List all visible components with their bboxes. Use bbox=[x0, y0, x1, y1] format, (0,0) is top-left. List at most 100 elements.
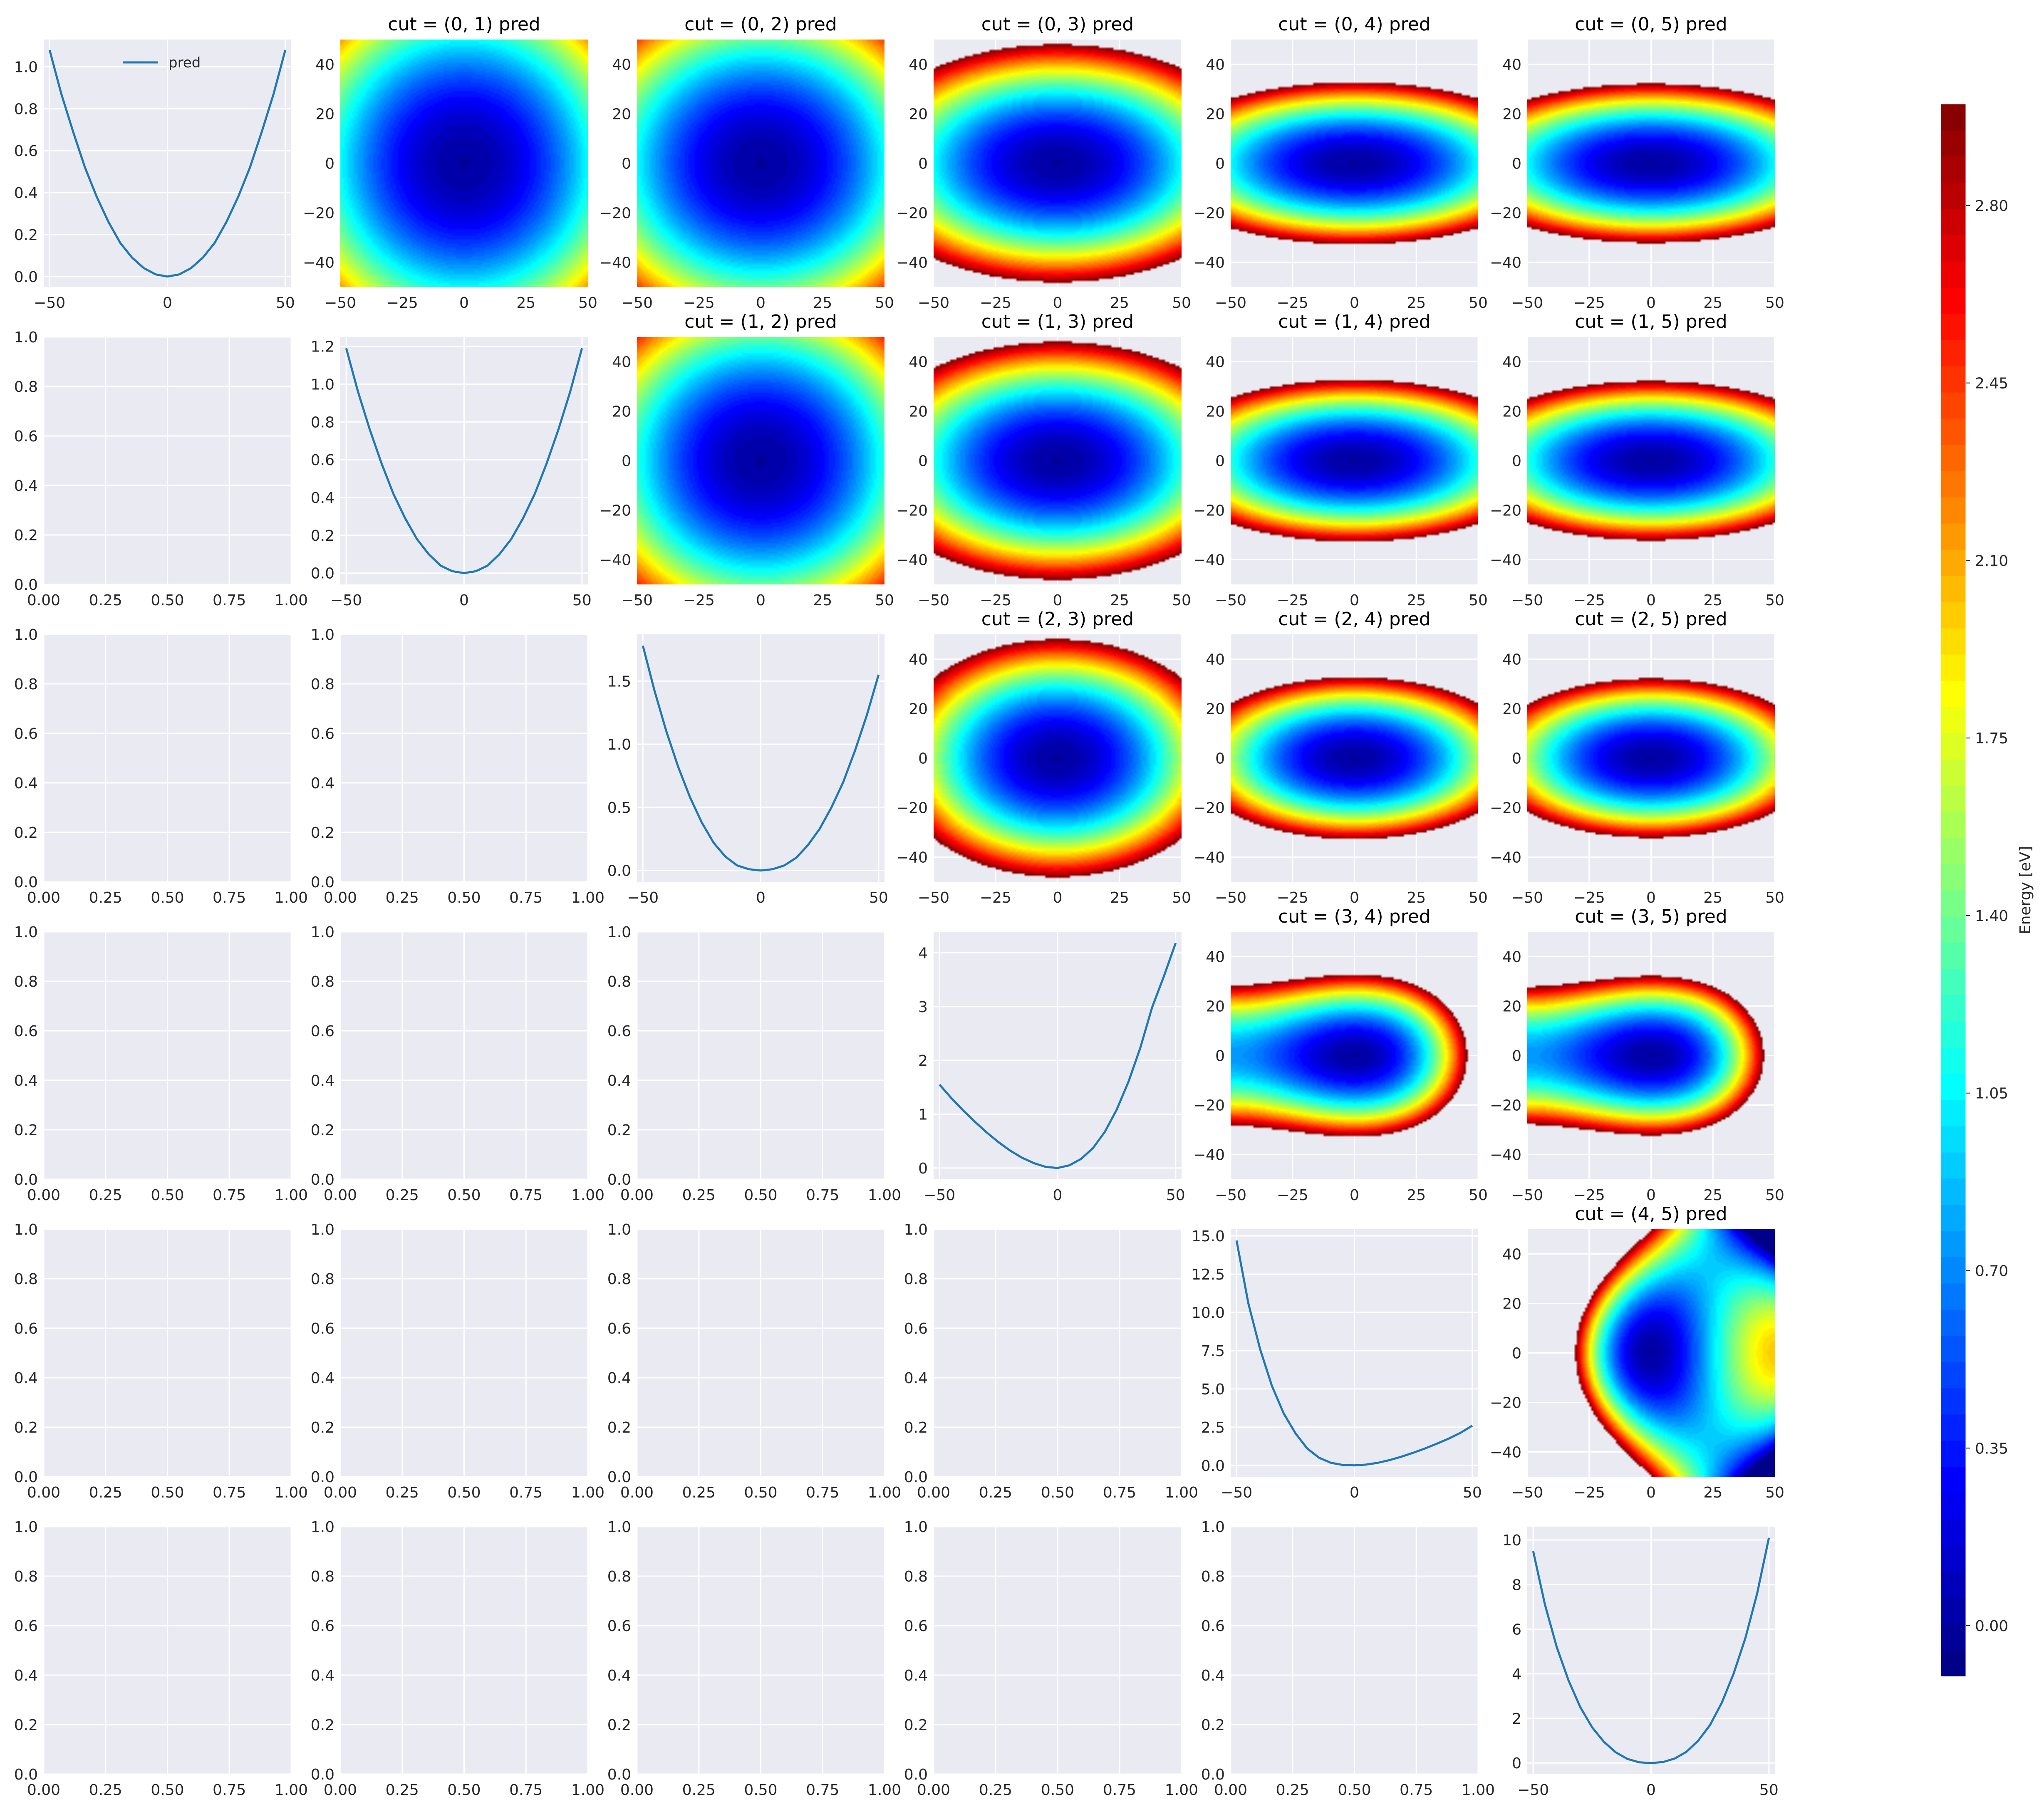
x-tick-label: −50 bbox=[621, 295, 653, 312]
subplot-title: cut = (2, 4) pred bbox=[1278, 609, 1431, 630]
subplot-title: cut = (0, 2) pred bbox=[684, 14, 837, 35]
x-tick-label: 50 bbox=[276, 295, 295, 312]
x-tick-label: −25 bbox=[683, 295, 715, 312]
tick-labels: −50 0 50 0.0 2.5 5.0 7.5 10.0 12.5 15.0 bbox=[1192, 1228, 1482, 1501]
colorbar-band bbox=[1941, 1126, 1966, 1153]
y-tick-label: 40 bbox=[1206, 57, 1225, 74]
y-tick-label: −20 bbox=[1490, 205, 1521, 222]
subplot-grid: pred−50 0 500.00.20.40.60.81.0−50 −25 0 25 50−… bbox=[14, 14, 1784, 1799]
grid-lines bbox=[339, 1228, 589, 1478]
y-tick-label: 0.4 bbox=[607, 1667, 631, 1684]
subplot-3-4: −50 −25 0 25 50 −40 −20 0 20 40 cut = (3, 4) pred bbox=[1193, 906, 1488, 1204]
x-tick-label: 0.50 bbox=[447, 889, 481, 906]
grid-lines bbox=[44, 40, 291, 287]
colorbar-band bbox=[1941, 183, 1966, 209]
subplot-2-1: 0.00 0.25 0.50 0.75 1.00 0.0 0.2 0.4 0.6 0.8 1.0 bbox=[311, 626, 605, 906]
subplot-title: cut = (2, 3) pred bbox=[981, 609, 1134, 630]
x-tick-label: 25 bbox=[1110, 889, 1129, 906]
series-line bbox=[1235, 1240, 1473, 1467]
colorbar-tick-label: 2.80 bbox=[1975, 198, 2008, 215]
colorbar-band bbox=[1941, 916, 1966, 943]
colorbar-tick-label: 1.75 bbox=[1975, 730, 2008, 747]
x-tick-label: 50 bbox=[875, 592, 894, 609]
x-tick-label: 50 bbox=[1765, 1187, 1784, 1204]
subplot-title: cut = (0, 1) pred bbox=[388, 14, 540, 35]
colorbar-band bbox=[1941, 523, 1966, 550]
y-tick-label: −40 bbox=[600, 255, 631, 272]
tick-labels: 0.00 0.25 0.50 0.75 1.00 0.0 0.2 0.4 0.6 0.8 1.0 bbox=[311, 626, 605, 906]
tick-labels: 0.00 0.25 0.50 0.75 1.00 0.0 0.2 0.4 0.6 0.8 1.0 bbox=[607, 1519, 901, 1799]
y-tick-label: 0.0 bbox=[1201, 1458, 1225, 1475]
y-tick-label: 0.2 bbox=[14, 824, 38, 842]
y-tick-label: 0.6 bbox=[14, 1618, 38, 1635]
tick-labels: −50 −25 0 25 50 −40 −20 0 20 40 bbox=[1490, 1246, 1784, 1502]
y-tick-label: 40 bbox=[909, 651, 928, 668]
x-tick-label: −25 bbox=[683, 592, 715, 609]
y-tick-label: 0.4 bbox=[14, 775, 38, 792]
x-tick-label: −50 bbox=[1517, 1782, 1549, 1799]
y-tick-label: 0.6 bbox=[14, 1023, 38, 1040]
y-tick-label: 0.0 bbox=[311, 1469, 334, 1486]
x-tick-label: 25 bbox=[813, 295, 832, 312]
subplot-2-2: −50 0 50 0.0 0.5 1.0 1.5 bbox=[607, 634, 888, 906]
y-tick-label: 0.0 bbox=[607, 1469, 631, 1486]
y-tick-label: 0.0 bbox=[1201, 1766, 1225, 1783]
y-tick-label: 0.6 bbox=[311, 452, 334, 469]
grid-lines bbox=[637, 634, 884, 882]
x-tick-label: −25 bbox=[387, 295, 418, 312]
y-tick-label: −40 bbox=[303, 255, 334, 272]
y-tick-label: 1.0 bbox=[14, 59, 38, 76]
y-tick-label: 0.4 bbox=[14, 1667, 38, 1684]
x-tick-label: 0 bbox=[756, 295, 766, 312]
x-tick-label: 1.00 bbox=[571, 1484, 605, 1501]
x-tick-label: 0 bbox=[1646, 1782, 1656, 1799]
subplot-1-2: −50 −25 0 25 50 −40 −20 0 20 40 cut = (1, 2) pred bbox=[600, 311, 894, 609]
y-tick-label: 0.4 bbox=[607, 1072, 631, 1089]
colorbar-band bbox=[1941, 287, 1966, 314]
y-tick-label: 0.0 bbox=[904, 1469, 928, 1486]
y-tick-label: 1.0 bbox=[14, 329, 38, 346]
series-line bbox=[642, 645, 880, 872]
y-tick-label: 0.0 bbox=[311, 1766, 334, 1783]
tick-labels: 0.00 0.25 0.50 0.75 1.00 0.0 0.2 0.4 0.6 0.8 1.0 bbox=[1201, 1519, 1495, 1799]
x-tick-label: −50 bbox=[924, 1187, 955, 1204]
colorbar-band bbox=[1941, 628, 1966, 655]
y-tick-label: 0.0 bbox=[14, 577, 38, 594]
colorbar-band bbox=[1941, 314, 1966, 340]
x-tick-label: −25 bbox=[1573, 1187, 1605, 1204]
tick-labels: 0.00 0.25 0.50 0.75 1.00 0.0 0.2 0.4 0.6 0.8 1.0 bbox=[311, 1221, 605, 1501]
y-tick-label: 0.8 bbox=[607, 973, 631, 990]
subplot-2-0: 0.00 0.25 0.50 0.75 1.00 0.0 0.2 0.4 0.6 0.8 1.0 bbox=[14, 626, 308, 906]
y-tick-label: 0.6 bbox=[14, 428, 38, 445]
subplot-title: cut = (1, 2) pred bbox=[684, 311, 837, 332]
x-tick-label: 1.00 bbox=[275, 889, 308, 906]
y-tick-label: 4 bbox=[1512, 1666, 1521, 1683]
subplot-5-3: 0.00 0.25 0.50 0.75 1.00 0.0 0.2 0.4 0.6 0.8 1.0 bbox=[904, 1519, 1198, 1799]
y-tick-label: 0.6 bbox=[1201, 1618, 1225, 1635]
subplot-title: cut = (1, 3) pred bbox=[981, 311, 1134, 332]
y-tick-label: 20 bbox=[1502, 403, 1521, 421]
y-tick-label: 12.5 bbox=[1192, 1266, 1225, 1283]
subplot-2-5: −50 −25 0 25 50 −40 −20 0 20 40 cut = (2, 5) pred bbox=[1490, 609, 1784, 906]
y-tick-label: 0.2 bbox=[607, 1122, 631, 1139]
y-tick-label: 0.6 bbox=[311, 1618, 334, 1635]
x-tick-label: 0.25 bbox=[89, 889, 122, 906]
y-tick-label: 0 bbox=[1512, 156, 1521, 173]
y-tick-label: −20 bbox=[1193, 800, 1225, 817]
x-tick-label: 0.75 bbox=[509, 1782, 543, 1799]
x-tick-label: 0.75 bbox=[509, 1484, 543, 1501]
colorbar-band bbox=[1941, 1598, 1966, 1624]
grid-lines bbox=[1231, 1229, 1478, 1477]
x-tick-label: 0.75 bbox=[213, 1187, 246, 1204]
x-tick-label: 0.50 bbox=[1041, 1782, 1074, 1799]
x-tick-label: 25 bbox=[1703, 295, 1722, 312]
y-tick-label: 0.8 bbox=[607, 1271, 631, 1288]
tick-labels: −50 −25 0 25 50 −40 −20 0 20 40 bbox=[600, 57, 894, 312]
y-tick-label: 1.5 bbox=[607, 673, 631, 690]
x-tick-label: 50 bbox=[1759, 1782, 1779, 1799]
x-tick-label: 0.75 bbox=[213, 1484, 246, 1501]
y-tick-label: 1.2 bbox=[311, 339, 334, 356]
colorbar-band bbox=[1941, 707, 1966, 733]
x-tick-label: 0.25 bbox=[682, 1782, 716, 1799]
y-tick-label: 0.6 bbox=[311, 725, 334, 743]
